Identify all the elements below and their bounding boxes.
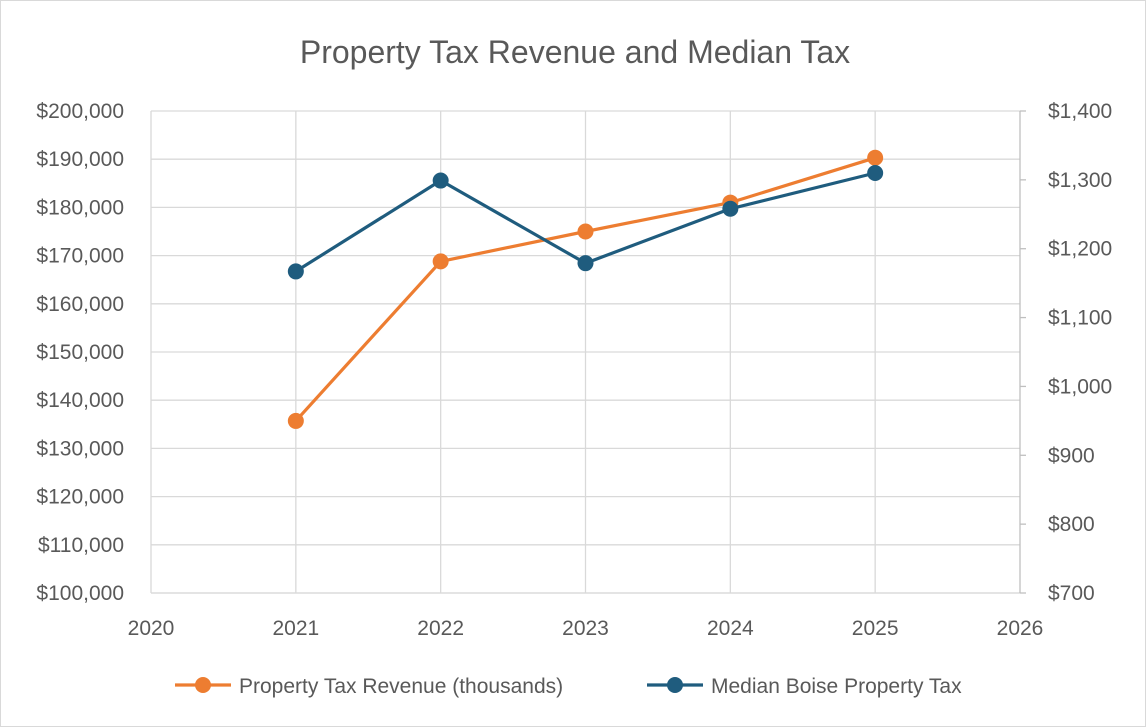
- gridlines: [150, 110, 1020, 594]
- y-tick-label: $100,000: [36, 582, 124, 605]
- data-point-series-2: [577, 255, 594, 272]
- y2-tick-label: $900: [1048, 444, 1095, 467]
- y-tick-label: $140,000: [36, 389, 124, 412]
- y2-tick-label: $1,100: [1048, 307, 1112, 330]
- y2-tick-label: $1,000: [1048, 375, 1112, 398]
- y-tick-label: $130,000: [36, 437, 124, 460]
- data-point-series-2: [867, 164, 884, 181]
- data-point-series-1: [867, 149, 884, 166]
- x-tick-label: 2020: [128, 617, 175, 640]
- axes: $100,000 $110,000 $120,000 $130,000 $140,000…: [36, 100, 1112, 640]
- legend-label-1: Property Tax Revenue (thousands): [239, 675, 563, 698]
- y2-tick-label: $1,200: [1048, 238, 1112, 261]
- y-tick-label: $160,000: [36, 293, 124, 316]
- series-layer: [287, 149, 884, 429]
- legend: Property Tax Revenue (thousands) Median B…: [175, 675, 962, 698]
- y-tick-label: $180,000: [36, 196, 124, 219]
- legend-marker-2: [667, 677, 683, 693]
- data-point-series-2: [722, 200, 739, 217]
- y2-tick-label: $1,400: [1048, 100, 1112, 123]
- y-tick-label: $110,000: [38, 534, 124, 557]
- chart-title: Property Tax Revenue and Median Tax: [300, 34, 850, 70]
- y-tick-label: $170,000: [36, 245, 124, 268]
- legend-marker-1: [195, 677, 211, 693]
- y2-tick-label: $800: [1048, 513, 1095, 536]
- data-point-series-2: [287, 263, 304, 280]
- y-tick-label: $120,000: [36, 486, 124, 509]
- data-point-series-1: [432, 253, 449, 270]
- data-point-series-1: [577, 223, 594, 240]
- y2-tick-label: $1,300: [1048, 169, 1112, 192]
- x-tick-label: 2021: [272, 617, 319, 640]
- x-tick-label: 2025: [852, 617, 899, 640]
- data-point-series-2: [432, 172, 449, 189]
- x-tick-label: 2022: [417, 617, 464, 640]
- x-tick-label: 2024: [707, 617, 754, 640]
- y-tick-label: $150,000: [36, 341, 124, 364]
- x-tick-label: 2023: [562, 617, 609, 640]
- y-tick-label: $200,000: [36, 100, 124, 123]
- y2-tick-label: $700: [1048, 582, 1095, 605]
- legend-label-2: Median Boise Property Tax: [711, 675, 962, 698]
- y-tick-label: $190,000: [36, 148, 124, 171]
- x-tick-label: 2026: [997, 617, 1044, 640]
- data-point-series-1: [287, 412, 304, 429]
